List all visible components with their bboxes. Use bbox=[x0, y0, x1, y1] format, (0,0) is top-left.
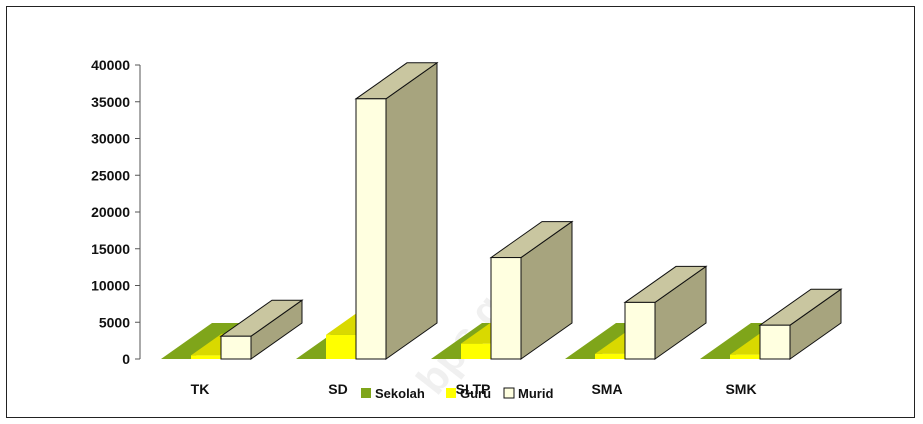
x-axis-labels: TK SD SLTP SMA SMK bbox=[191, 381, 757, 397]
bar-guru-sltp bbox=[461, 343, 491, 359]
bar-murid-tk bbox=[220, 335, 252, 360]
bar-group-sltp bbox=[431, 220, 574, 360]
y-tick-label: 20000 bbox=[91, 204, 130, 220]
y-tick-label: 25000 bbox=[91, 167, 130, 183]
y-axis: 0 5000 10000 15000 20000 25000 30000 35000 40000 bbox=[91, 57, 141, 367]
bar-guru-smk bbox=[730, 354, 760, 359]
y-tick-label: 30000 bbox=[91, 131, 130, 147]
legend-swatch-sekolah bbox=[361, 388, 371, 398]
bar-group-tk bbox=[161, 299, 304, 360]
legend-label-guru: Guru bbox=[460, 386, 491, 401]
category-label: SLTP bbox=[456, 381, 491, 397]
bar-murid-sma bbox=[624, 301, 656, 360]
y-tick-label: 15000 bbox=[91, 241, 130, 257]
legend-label-sekolah: Sekolah bbox=[375, 386, 425, 401]
bar-group-smk bbox=[700, 288, 843, 360]
y-tick-label: 5000 bbox=[99, 314, 130, 330]
bar-guru-sd bbox=[326, 334, 356, 359]
y-tick-label: 40000 bbox=[91, 57, 130, 73]
bar-sekolah-tk bbox=[161, 323, 242, 359]
legend-swatch-guru bbox=[446, 388, 456, 398]
bar-guru-sma bbox=[595, 353, 625, 359]
bar-murid-sd bbox=[355, 98, 387, 360]
y-tick-label: 0 bbox=[122, 351, 130, 367]
bar-murid-side-sd bbox=[385, 61, 438, 360]
bar-chart: bps.go.id 050001000015000200002500030000… bbox=[91, 57, 843, 403]
legend: Sekolah Guru Murid bbox=[361, 386, 553, 401]
bars bbox=[161, 61, 843, 360]
category-label: SMK bbox=[725, 381, 756, 397]
category-label: SD bbox=[328, 381, 347, 397]
category-label: SMA bbox=[591, 381, 622, 397]
bar-group-sma bbox=[565, 265, 708, 360]
chart-frame: bps.go.id 0 5000 10000 15000 20000 25000 30000… bbox=[6, 6, 915, 418]
legend-label-murid: Murid bbox=[518, 386, 553, 401]
bar-guru-tk bbox=[191, 355, 221, 359]
bar-murid-sltp bbox=[490, 257, 522, 360]
category-label: TK bbox=[191, 381, 210, 397]
y-tick-label: 10000 bbox=[91, 278, 130, 294]
y-tick-label: 35000 bbox=[91, 94, 130, 110]
legend-swatch-murid bbox=[503, 387, 515, 399]
bar-murid-smk bbox=[759, 324, 791, 360]
bar-group-sd bbox=[296, 61, 439, 360]
